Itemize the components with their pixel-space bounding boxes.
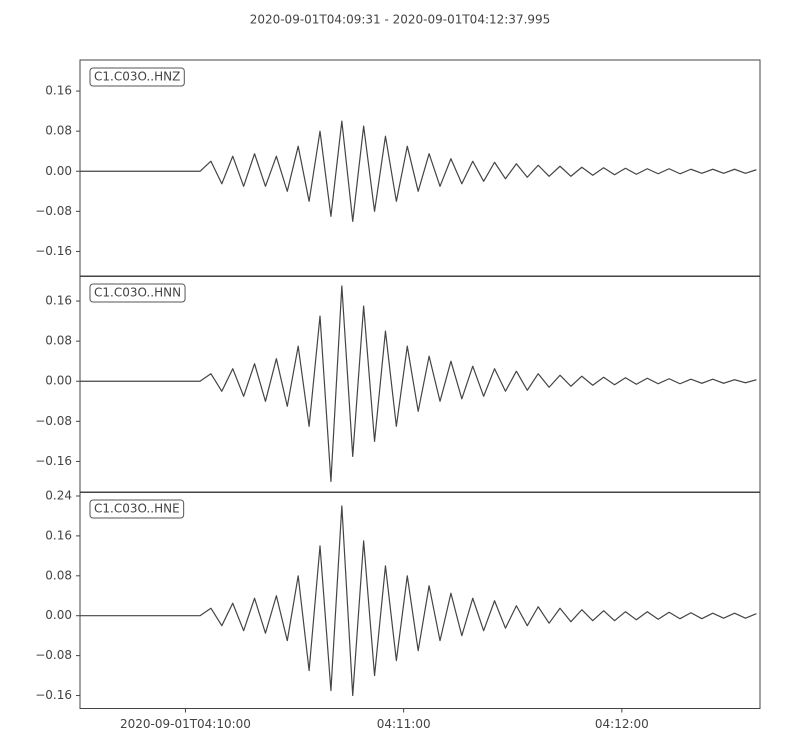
y-tick-label: 0.16 bbox=[45, 528, 72, 542]
waveform bbox=[80, 505, 757, 697]
y-tick-label: 0.00 bbox=[45, 374, 72, 388]
y-tick-label: 0.00 bbox=[45, 608, 72, 622]
legend-label: C1.C03O..HNZ bbox=[94, 70, 180, 84]
y-tick-label: −0.08 bbox=[35, 204, 72, 218]
y-tick-label: −0.16 bbox=[35, 688, 72, 702]
x-tick-label: 04:11:00 bbox=[377, 717, 431, 731]
x-tick-label: 04:12:00 bbox=[595, 717, 649, 731]
y-tick-label: 0.08 bbox=[45, 124, 72, 138]
y-tick-label: 0.16 bbox=[45, 294, 72, 308]
plot-frame bbox=[79, 59, 761, 277]
legend-label: C1.C03O..HNE bbox=[94, 502, 180, 516]
y-tick-label: −0.08 bbox=[35, 414, 72, 428]
legend-label: C1.C03O..HNN bbox=[94, 286, 181, 300]
y-tick-label: −0.08 bbox=[35, 648, 72, 662]
x-tick-label: 2020-09-01T04:10:00 bbox=[120, 717, 251, 731]
y-tick-label: 0.24 bbox=[45, 488, 72, 502]
y-tick-label: −0.16 bbox=[35, 454, 72, 468]
legend-box bbox=[89, 67, 185, 87]
y-tick-label: 0.08 bbox=[45, 568, 72, 582]
legend-box bbox=[89, 283, 186, 303]
y-tick-label: 0.16 bbox=[45, 84, 72, 98]
legend-box bbox=[89, 499, 185, 519]
chart-title: 2020-09-01T04:09:31 - 2020-09-01T04:12:3… bbox=[250, 13, 551, 27]
waveform bbox=[80, 285, 757, 483]
y-tick-label: 0.08 bbox=[45, 334, 72, 348]
plot-frame bbox=[79, 491, 761, 709]
y-tick-label: −0.16 bbox=[35, 244, 72, 258]
y-tick-label: 0.00 bbox=[45, 164, 72, 178]
waveform bbox=[80, 120, 757, 222]
